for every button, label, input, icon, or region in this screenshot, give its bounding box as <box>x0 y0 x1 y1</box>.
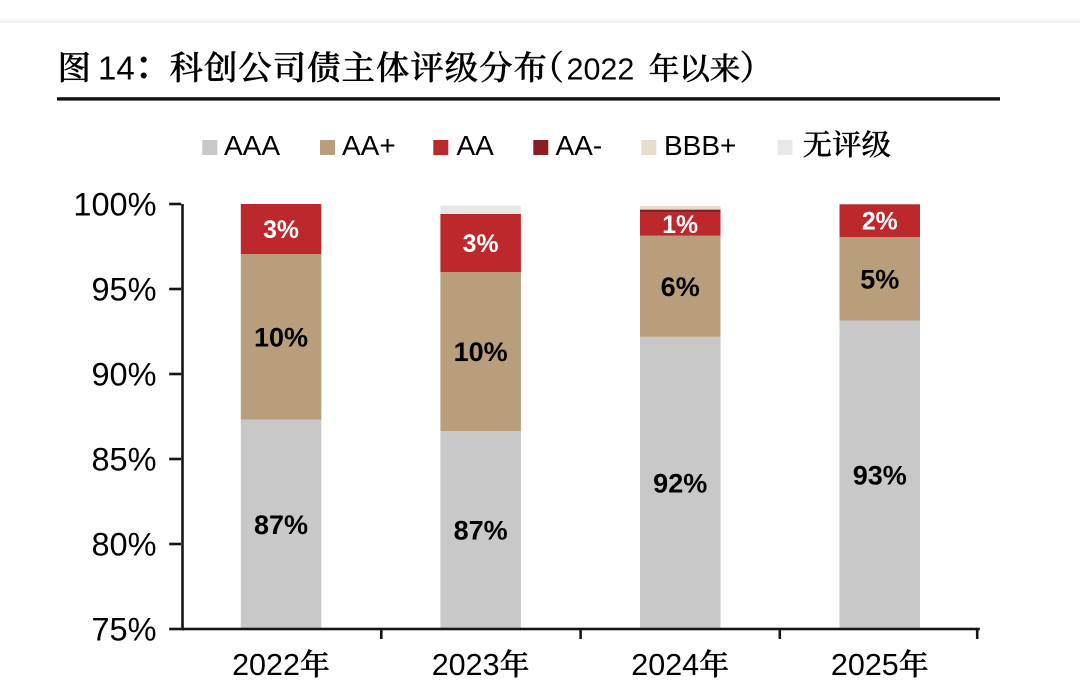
svg-text:AA: AA <box>457 130 495 161</box>
svg-text:2025: 2025 <box>831 648 899 682</box>
svg-text:14: 14 <box>98 50 135 87</box>
svg-text:85%: 85% <box>91 442 156 478</box>
svg-text:5%: 5% <box>860 265 899 295</box>
svg-text:100%: 100% <box>73 187 156 223</box>
svg-text:10%: 10% <box>254 323 308 353</box>
svg-text:2024: 2024 <box>631 648 699 682</box>
svg-text:1%: 1% <box>662 212 698 239</box>
svg-text:6%: 6% <box>661 272 700 302</box>
svg-text:BBB+: BBB+ <box>664 130 736 161</box>
svg-text:2022: 2022 <box>232 648 300 682</box>
svg-text:2023: 2023 <box>432 648 500 682</box>
svg-text:87%: 87% <box>454 516 508 546</box>
svg-text:AA+: AA+ <box>342 130 396 161</box>
svg-text:AA-: AA- <box>556 130 603 161</box>
svg-text:92%: 92% <box>653 469 707 499</box>
svg-text:10%: 10% <box>454 337 508 367</box>
svg-text:3%: 3% <box>263 217 299 244</box>
svg-text:80%: 80% <box>91 527 156 563</box>
svg-text:95%: 95% <box>91 272 156 308</box>
svg-text:2%: 2% <box>862 209 898 236</box>
svg-text:87%: 87% <box>254 510 308 540</box>
svg-text:90%: 90% <box>91 357 156 393</box>
svg-text:3%: 3% <box>463 231 499 258</box>
svg-text:2022: 2022 <box>567 53 635 87</box>
svg-text:93%: 93% <box>853 461 907 491</box>
svg-text:AAA: AAA <box>224 130 280 161</box>
svg-text:75%: 75% <box>91 612 156 648</box>
